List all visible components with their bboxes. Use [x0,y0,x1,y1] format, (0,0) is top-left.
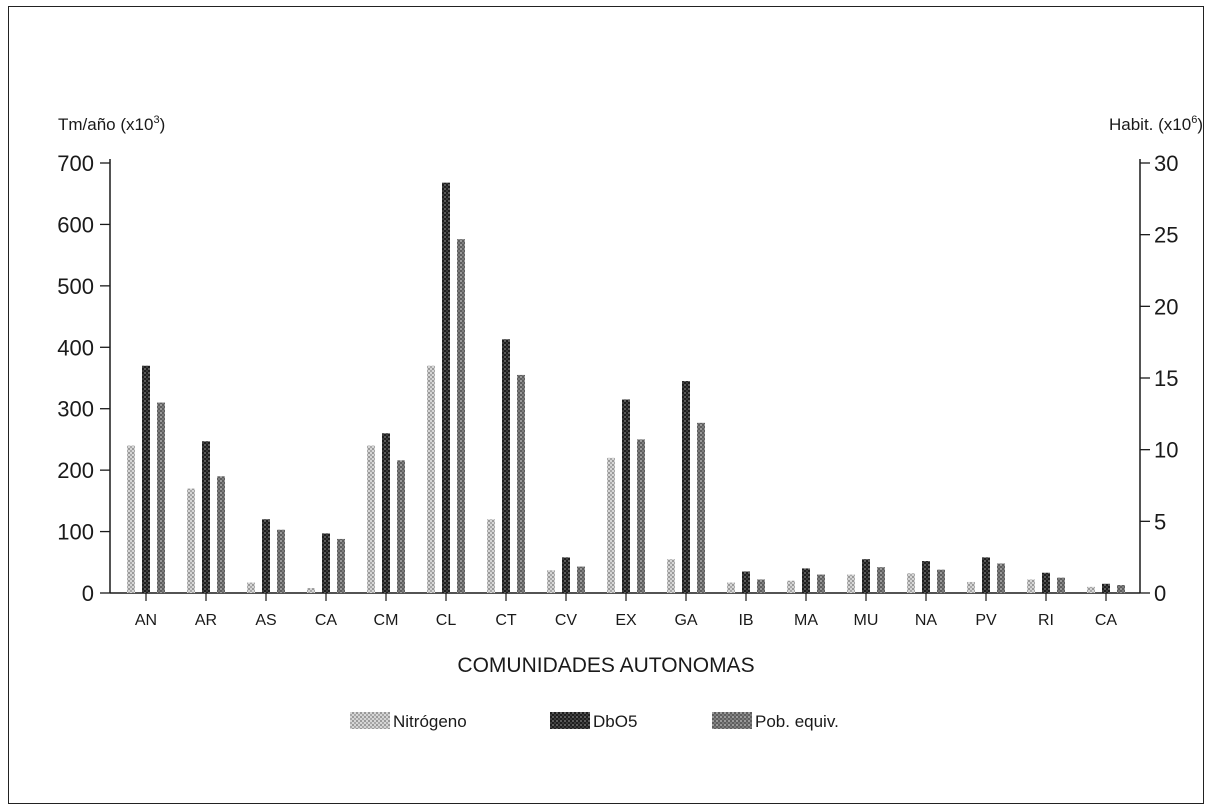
legend-label: Pob. equiv. [755,712,839,731]
bar-dark-ga [682,381,690,593]
bars [127,182,1125,593]
bar-light-ga [667,559,675,593]
bar-medium-ib [757,579,765,593]
bar-medium-ga [697,422,705,593]
legend: Nitrógeno DbO5 Pob. equiv. [350,712,839,731]
x-tick-label: NA [915,612,938,629]
bar-light-ca [1087,586,1095,593]
y-right-tick-label: 20 [1154,294,1178,319]
bar-dark-ct [502,339,510,593]
y-axis-left-label: Tm/año (x103) [58,114,165,134]
bar-light-ri [1027,579,1035,593]
bar-medium-ca [1117,585,1125,593]
x-tick-labels: AN AR AS CA CM CL CT CV EX GA IB MA MU NA PV RI CA [135,593,1118,629]
bar-dark-mu [862,559,870,593]
bar-medium-ct [517,374,525,593]
y-right-tick-label: 15 [1154,366,1178,391]
bar-medium-an [157,402,165,593]
y-right-tick-label: 5 [1154,509,1166,534]
legend-label: DbO5 [593,712,637,731]
y-left-tick-label: 700 [57,151,94,176]
bar-dark-as [262,519,270,593]
bar-light-na [907,573,915,593]
y-right-tick-label: 30 [1154,151,1178,176]
bar-medium-cm [397,460,405,593]
x-tick-label: AS [255,612,276,629]
y-left-tick-label: 300 [57,397,94,422]
bar-dark-cv [562,557,570,593]
y-right-tick-label: 0 [1154,581,1166,606]
x-tick-label: MU [854,612,879,629]
bar-medium-na [937,569,945,593]
bar-medium-ex [637,439,645,593]
bar-dark-an [142,365,150,593]
legend-label: Nitrógeno [393,712,467,731]
axes: 0 100 200 300 400 500 600 700 0 5 10 15 20 25 30 [57,151,1178,606]
bar-dark-pv [982,557,990,593]
x-tick-label: AR [195,612,217,629]
bar-dark-ex [622,399,630,593]
bar-light-cl [427,365,435,593]
bar-light-an [127,445,135,593]
bar-dark-ca [1102,583,1110,593]
bar-dark-ib [742,571,750,593]
bar-light-cm [367,445,375,593]
legend-swatch-medium [712,712,752,729]
x-tick-label: CT [495,612,517,629]
bar-medium-ar [217,476,225,593]
bar-medium-cl [457,239,465,593]
y-left-tick-label: 400 [57,335,94,360]
bar-light-as [247,582,255,593]
legend-swatch-dark [550,712,590,729]
bar-light-cv [547,570,555,593]
bar-dark-ma [802,568,810,593]
x-tick-label: CL [436,612,457,629]
bar-dark-ca [322,533,330,593]
y-right-tick-label: 25 [1154,223,1178,248]
y-right-tick-label: 10 [1154,438,1178,463]
x-tick-label: CA [1095,612,1118,629]
bar-light-mu [847,574,855,593]
x-tick-label: CM [374,612,399,629]
bar-dark-cl [442,182,450,593]
x-tick-label: EX [615,612,637,629]
bar-dark-cm [382,433,390,593]
bar-medium-cv [577,566,585,593]
x-tick-label: IB [738,612,753,629]
bar-light-pv [967,581,975,593]
y-left-tick-label: 100 [57,520,94,545]
bar-light-ma [787,580,795,593]
x-tick-label: AN [135,612,157,629]
bar-dark-ar [202,441,210,593]
bar-medium-mu [877,567,885,593]
bar-medium-ca [337,538,345,593]
y-axis-right-label: Habit. (x106) [1109,114,1203,134]
bar-light-ex [607,457,615,593]
chart-frame [8,6,1204,804]
bar-medium-as [277,529,285,593]
y-left-tick-label: 0 [82,581,94,606]
y-left-tick-label: 600 [57,212,94,237]
x-tick-label: CV [555,612,578,629]
x-tick-label: PV [975,612,997,629]
legend-swatch-light [350,712,390,729]
y-left-tick-label: 200 [57,458,94,483]
bar-medium-ri [1057,577,1065,593]
bar-light-ar [187,488,195,593]
bar-light-ca [307,588,315,593]
bar-light-ib [727,582,735,593]
x-tick-label: GA [674,612,697,629]
bar-light-ct [487,519,495,593]
bar-dark-ri [1042,572,1050,593]
y-left-tick-label: 500 [57,274,94,299]
bar-medium-pv [997,563,1005,593]
x-axis-label: COMUNIDADES AUTONOMAS [457,654,754,677]
x-tick-label: CA [315,612,338,629]
bar-dark-na [922,561,930,593]
x-tick-label: RI [1038,612,1054,629]
bar-medium-ma [817,574,825,593]
x-tick-label: MA [794,612,818,629]
